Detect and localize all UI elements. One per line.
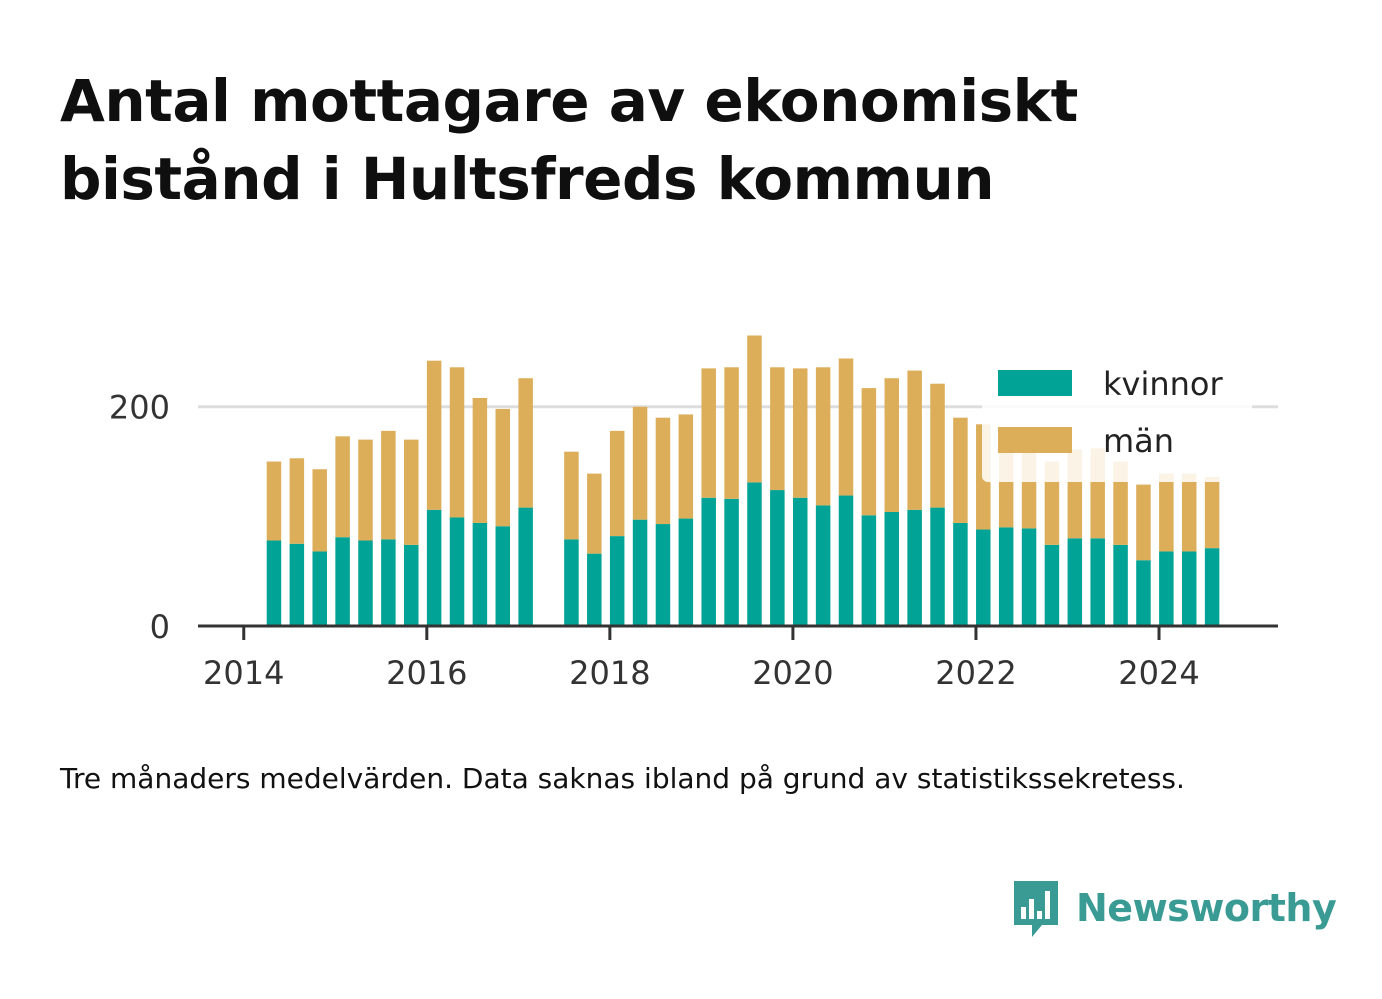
y-tick-label: 0 [150, 608, 170, 646]
bar-kvinnor [1044, 544, 1060, 626]
bar-man [907, 370, 922, 510]
bar-kvinnor [609, 536, 625, 626]
bar-kvinnor [426, 509, 442, 626]
bar-kvinnor [953, 522, 968, 626]
footnote: Tre månaders medelvärden. Data saknas ib… [60, 762, 1185, 795]
bar-man [701, 368, 716, 498]
bar-kvinnor [1113, 544, 1128, 626]
bar-man [587, 473, 602, 554]
bar-man [404, 439, 419, 545]
bar-man [747, 335, 762, 483]
bar-kvinnor [1181, 551, 1197, 626]
bar-kvinnor [289, 543, 305, 626]
bar-kvinnor [770, 490, 785, 626]
bar-kvinnor [998, 527, 1014, 626]
bar-man [1044, 461, 1060, 545]
bar-man [815, 367, 831, 506]
bar-kvinnor [1067, 538, 1083, 626]
bar-kvinnor [792, 497, 808, 626]
x-tick-label: 2018 [569, 654, 650, 692]
bar-man [358, 439, 373, 541]
bar-man [930, 383, 945, 508]
bar-kvinnor [312, 551, 327, 626]
x-tick-label: 2016 [386, 654, 467, 692]
bar-man [335, 436, 350, 538]
bar-kvinnor [1159, 551, 1174, 626]
bar-man [1159, 473, 1174, 552]
bar-kvinnor [358, 540, 373, 626]
bar-man [381, 430, 396, 540]
bar-man [861, 388, 877, 516]
y-tick-label: 200 [109, 389, 170, 427]
bar-kvinnor [564, 539, 579, 626]
bar-kvinnor [518, 507, 533, 626]
x-tick-label: 2020 [752, 654, 833, 692]
bar-kvinnor [907, 509, 922, 626]
bar-man [724, 367, 739, 499]
bar-man [953, 417, 968, 523]
bar-man [792, 368, 808, 498]
x-tick-label: 2014 [203, 654, 284, 692]
bar-kvinnor [404, 544, 419, 626]
bar-man [426, 360, 442, 510]
chart-title: Antal mottagare av ekonomiskt bistånd i … [60, 67, 1078, 213]
bar-kvinnor [861, 515, 877, 626]
bar-man [266, 461, 282, 541]
x-tick-label: 2024 [1118, 654, 1199, 692]
x-tick-label: 2022 [935, 654, 1016, 692]
legend-swatch [998, 370, 1072, 396]
bar-man [1113, 461, 1128, 545]
bar-kvinnor [1136, 560, 1151, 626]
bar-kvinnor [678, 518, 694, 626]
bar-man [838, 358, 854, 496]
bar-man [770, 367, 785, 491]
legend-label: män [1103, 422, 1174, 460]
bar-kvinnor [1090, 538, 1105, 626]
brand-name: Newsworthy [1076, 886, 1337, 930]
axes: 0 200 2014 2016 2018 2020 2022 2024 [109, 389, 1278, 692]
bar-kvinnor [632, 519, 648, 626]
bar-kvinnor [1204, 548, 1220, 626]
bar-man [312, 469, 327, 552]
bar-man [678, 414, 694, 519]
bar-kvinnor [449, 517, 465, 626]
bars [266, 335, 1220, 626]
bar-kvinnor [884, 511, 900, 626]
bar-man [289, 458, 305, 544]
legend-swatch [998, 427, 1072, 453]
bar-man [1204, 476, 1220, 549]
newsworthy-logo-icon [1014, 881, 1058, 937]
bar-man [609, 430, 625, 537]
legend: kvinnor män [982, 352, 1252, 482]
bar-man [632, 406, 648, 520]
bar-man [884, 378, 900, 512]
bar-man [518, 378, 533, 508]
bar-kvinnor [1021, 528, 1037, 626]
bar-kvinnor [655, 524, 671, 626]
bar-kvinnor [381, 539, 396, 626]
bar-kvinnor [472, 522, 488, 626]
legend-label: kvinnor [1103, 365, 1224, 403]
bar-kvinnor [495, 526, 511, 626]
bar-man [472, 397, 488, 523]
stacked-bar-chart: 0 200 2014 2016 2018 2020 2022 2024 kvinnor män [109, 335, 1278, 692]
bar-kvinnor [930, 507, 945, 626]
bar-kvinnor [838, 495, 854, 626]
bar-man [1181, 473, 1197, 552]
bar-kvinnor [335, 537, 350, 626]
bar-kvinnor [976, 529, 991, 626]
bar-kvinnor [815, 505, 831, 626]
bar-man [564, 451, 579, 540]
bar-kvinnor [747, 482, 762, 626]
bar-kvinnor [724, 498, 739, 626]
bar-kvinnor [701, 497, 716, 626]
bar-man [449, 367, 465, 518]
bar-kvinnor [587, 553, 602, 626]
bar-man [655, 417, 671, 525]
bar-kvinnor [266, 540, 282, 626]
bar-man [1136, 484, 1151, 561]
bar-man [495, 408, 511, 527]
brand-logo[interactable]: Newsworthy [1010, 876, 1337, 940]
